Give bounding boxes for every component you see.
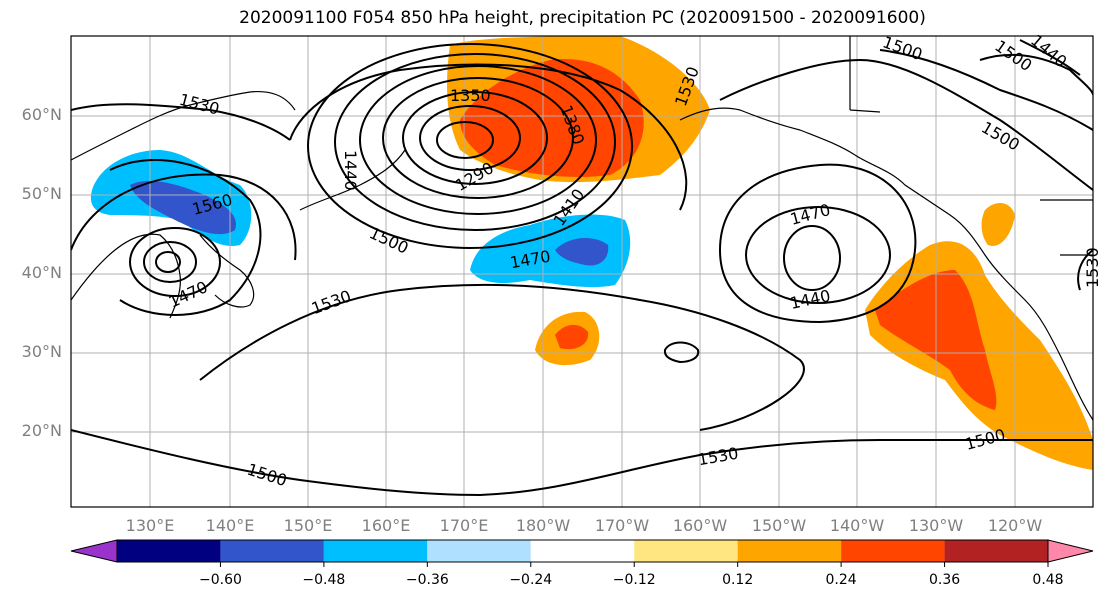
lon-label-130w: 130°W <box>909 516 964 535</box>
negative-anomaly-central <box>470 214 631 288</box>
lon-label-120w: 120°W <box>988 516 1043 535</box>
positive-anomaly-midpacific-core <box>555 324 589 350</box>
chart-title: 2020091100 F054 850 hPa height, precipit… <box>239 8 926 28</box>
plot-frame <box>70 35 1094 508</box>
lon-label-170w: 170°W <box>595 516 650 535</box>
colorbar-segment <box>944 540 1048 562</box>
lat-label-60n: 60°N <box>22 105 62 124</box>
contour-label-1440b: 1440 <box>341 150 360 191</box>
colorbar-tick-label: 0.48 <box>1032 572 1063 588</box>
height-contours <box>71 39 1093 497</box>
colorbar-segment <box>737 540 842 562</box>
colorbar-tick-label: −0.48 <box>302 572 345 588</box>
colorbar-tick-label: −0.12 <box>613 572 656 588</box>
coastlines <box>71 36 1093 421</box>
colorbar-segment <box>841 540 945 562</box>
graticule <box>71 36 1093 507</box>
lat-label-50n: 50°N <box>22 184 62 203</box>
negative-anomaly-west-core <box>130 180 236 235</box>
colorbar-tick-label: 0.24 <box>826 572 857 588</box>
colorbar-tick-label: −0.24 <box>509 572 552 588</box>
colorbar-extend-high <box>1047 539 1094 563</box>
negative-anomaly-central-core <box>555 238 609 266</box>
lon-label-160e: 160°E <box>362 516 411 535</box>
colorbar-segment <box>117 540 221 562</box>
colorbar-segment <box>634 540 738 562</box>
lat-label-20n: 20°N <box>22 421 62 440</box>
lon-label-130e: 130°E <box>126 516 175 535</box>
lat-label-30n: 30°N <box>22 342 62 361</box>
colorbar-tick-label: 0.12 <box>722 572 753 588</box>
positive-anomaly-north-core <box>460 59 644 177</box>
colorbar-tick-label: −0.60 <box>199 572 242 588</box>
colorbar-tick-label: −0.36 <box>406 572 449 588</box>
lon-label-140e: 140°E <box>206 516 255 535</box>
colorbar-tick-label: 0.36 <box>929 572 960 588</box>
longitude-axis: 130°E 140°E 150°E 160°E 170°E 180°W 170°… <box>126 516 1043 535</box>
colorbar: −0.60 −0.48 −0.36 −0.24 −0.12 0.12 0.24 0.36 0.4… <box>70 539 1094 588</box>
colorbar-extend-low <box>70 539 118 563</box>
colorbar-segment <box>323 540 428 562</box>
lat-label-40n: 40°N <box>22 263 62 282</box>
lon-label-140w: 140°W <box>830 516 885 535</box>
colorbar-segment <box>530 540 635 562</box>
lon-label-170e: 170°E <box>440 516 489 535</box>
colorbar-segment <box>427 540 531 562</box>
latitude-axis: 60°N 50°N 40°N 30°N 20°N <box>22 105 62 440</box>
lon-label-150w: 150°W <box>752 516 807 535</box>
lon-label-160w: 160°W <box>673 516 728 535</box>
lon-label-180w: 180°W <box>516 516 571 535</box>
contour-label-1350: 1350 <box>450 86 491 105</box>
colorbar-segment <box>220 540 324 562</box>
positive-anomaly-coast <box>981 203 1015 246</box>
colorbar-outline <box>116 539 1049 563</box>
lon-label-150e: 150°E <box>284 516 333 535</box>
